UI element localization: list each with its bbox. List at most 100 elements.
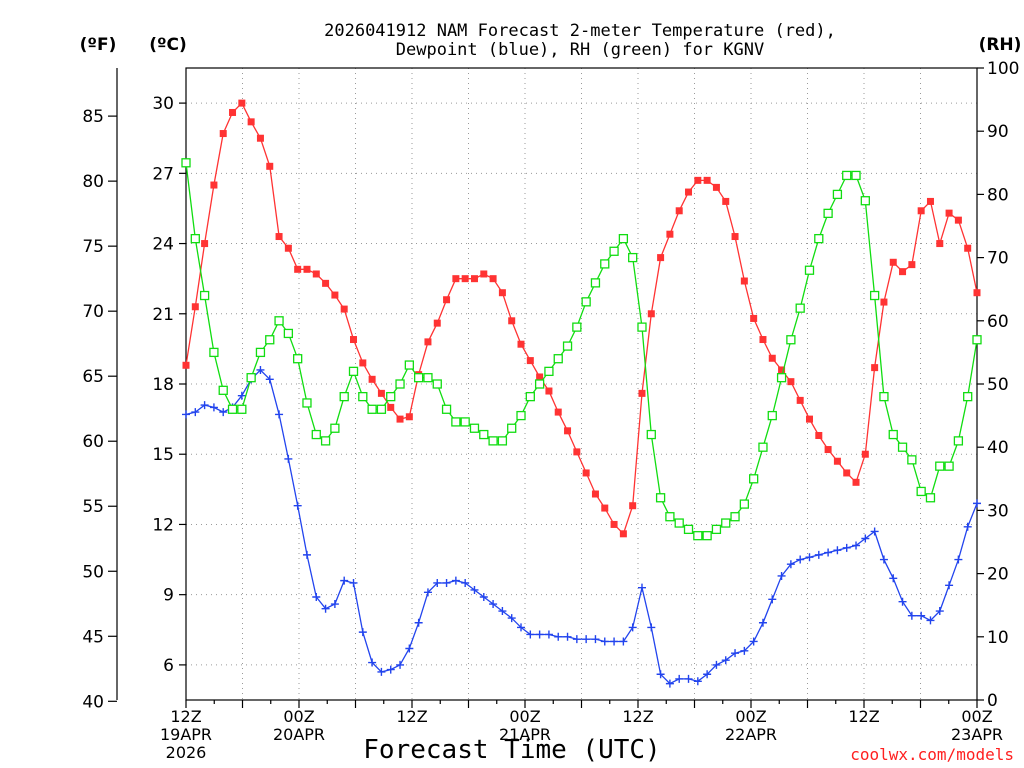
rh-point — [823, 208, 833, 219]
2-meter-temperature-point — [629, 502, 637, 510]
dewpoint-point — [945, 581, 954, 590]
x-axis-title: Forecast Time (UTC) — [363, 735, 660, 765]
dewpoint-point — [703, 670, 712, 679]
x-tick-label: 00Z 22APR — [725, 707, 777, 744]
credit-text: coolwx.com/models — [850, 745, 1014, 764]
dewpoint-point — [563, 632, 572, 641]
dewpoint-point — [517, 623, 526, 632]
x-tick-label-line: 20APR — [273, 725, 325, 744]
rh-point — [544, 366, 554, 377]
rh-point — [655, 493, 666, 503]
x-tick-label-line: 00Z — [283, 707, 314, 726]
rh-point — [516, 410, 526, 421]
dewpoint-point — [358, 628, 367, 637]
dewpoint-point — [321, 604, 330, 613]
x-tick-label-line: 19APR — [160, 725, 212, 744]
2-meter-temperature-point — [740, 277, 748, 285]
dewpoint-point — [489, 600, 498, 609]
2-meter-temperature-point — [266, 162, 274, 170]
celsius-tick-label: 30 — [152, 94, 174, 114]
rh-tick-label: 100 — [987, 59, 1019, 79]
2-meter-temperature-point — [703, 176, 711, 184]
2-meter-temperature-point — [768, 354, 776, 362]
dewpoint-point — [814, 550, 823, 559]
2-meter-temperature-point — [331, 291, 339, 299]
2-meter-temperature-point — [861, 450, 869, 458]
rh-tick-label: 60 — [987, 312, 1009, 332]
chart-title-line2: Dewpoint (blue), RH (green) for KGNV — [396, 40, 764, 60]
rh-point — [879, 391, 889, 402]
rh-point — [683, 524, 694, 535]
2-meter-temperature-point — [461, 275, 469, 283]
dewpoint-point — [312, 593, 321, 602]
rh-point — [693, 531, 703, 541]
2-meter-temperature-point — [191, 303, 199, 311]
rh-point — [181, 158, 191, 168]
dewpoint-point — [907, 611, 916, 620]
fahrenheit-tick-label: 55 — [82, 497, 104, 517]
chart-title-line1: 2026041912 NAM Forecast 2-meter Temperat… — [324, 21, 836, 41]
2-meter-temperature-point — [591, 490, 599, 498]
rh-point — [972, 335, 982, 345]
2-meter-temperature-point — [759, 336, 767, 344]
rh-tick-label: 50 — [987, 375, 1009, 395]
rh-point — [376, 404, 387, 414]
rh-point — [609, 246, 619, 256]
rh-point — [283, 328, 294, 339]
dewpoint-point — [405, 644, 414, 653]
dewpoint-point — [665, 679, 674, 688]
rh-point — [218, 385, 228, 395]
x-tick-label-line: 00Z — [509, 707, 540, 726]
fahrenheit-tick-label: 80 — [82, 172, 104, 192]
rh-point — [758, 442, 768, 452]
celsius-tick-label: 12 — [152, 515, 174, 535]
x-tick-label: 00Z 20APR — [273, 707, 325, 744]
rh-point — [851, 170, 861, 181]
dewpoint-point — [572, 635, 581, 644]
rh-point — [441, 404, 452, 414]
fahrenheit-tick-label: 70 — [82, 302, 104, 322]
dewpoint-point — [265, 375, 274, 384]
dewpoint-point — [582, 635, 591, 644]
dewpoint-point — [340, 576, 349, 585]
dewpoint-point — [842, 543, 851, 552]
rh-point — [869, 290, 880, 301]
dewpoint-point — [386, 665, 395, 674]
rh-point — [534, 379, 545, 389]
dewpoint-point — [712, 660, 721, 669]
2-meter-temperature-point — [833, 457, 841, 465]
2-meter-temperature-point — [405, 413, 413, 421]
x-tick-label: 12Z 19APR 2026 — [160, 707, 212, 762]
rh-point — [665, 512, 675, 522]
rh-point — [814, 233, 824, 244]
rh-point — [767, 410, 777, 421]
dewpoint-point — [954, 555, 963, 564]
2-meter-temperature-point — [303, 265, 311, 273]
dewpoint-point — [935, 607, 944, 616]
2-meter-temperature-point — [750, 314, 758, 322]
x-tick-label-line: 23APR — [951, 725, 1003, 744]
rh-point — [786, 335, 796, 345]
dewpoint-point — [330, 600, 339, 609]
rh-point — [311, 429, 321, 440]
rh-point — [590, 278, 601, 288]
dewpoint-point — [693, 677, 702, 686]
dewpoint-point — [610, 637, 619, 646]
dewpoint-point — [852, 541, 861, 550]
rh-point — [935, 461, 945, 471]
rh-point — [265, 335, 275, 345]
dewpoint-point — [451, 576, 460, 585]
rh-point — [358, 391, 368, 402]
rh-point — [395, 379, 405, 389]
dewpoint-point — [824, 548, 833, 557]
dewpoint-point — [349, 578, 358, 587]
rh-tick-label: 0 — [987, 691, 998, 711]
dewpoint-point — [396, 660, 405, 669]
dewpoint-point — [256, 365, 265, 374]
fahrenheit-tick-label: 40 — [82, 692, 104, 712]
2-meter-temperature-point — [312, 270, 320, 278]
rh-point — [348, 366, 359, 377]
2-meter-temperature-point — [880, 298, 888, 306]
fahrenheit-tick-label: 85 — [82, 107, 104, 127]
dewpoint-point — [535, 630, 544, 639]
